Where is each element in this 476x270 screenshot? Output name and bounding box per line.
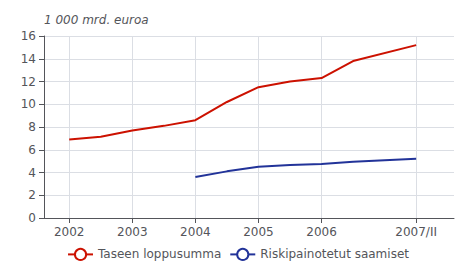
svg-text:6: 6 xyxy=(28,143,36,157)
svg-text:2007/II: 2007/II xyxy=(395,225,437,239)
svg-text:2006: 2006 xyxy=(306,225,337,239)
svg-text:2005: 2005 xyxy=(243,225,274,239)
svg-text:0: 0 xyxy=(28,211,36,225)
svg-text:Taseen loppusumma: Taseen loppusumma xyxy=(97,247,221,261)
svg-text:2004: 2004 xyxy=(180,225,211,239)
svg-text:8: 8 xyxy=(28,120,36,134)
svg-text:12: 12 xyxy=(21,75,36,89)
svg-text:1 000 mrd. euroa: 1 000 mrd. euroa xyxy=(44,13,149,27)
svg-text:10: 10 xyxy=(21,97,36,111)
svg-text:14: 14 xyxy=(21,52,36,66)
svg-text:16: 16 xyxy=(21,29,36,43)
svg-text:2: 2 xyxy=(28,188,36,202)
svg-text:2003: 2003 xyxy=(117,225,148,239)
svg-text:2002: 2002 xyxy=(54,225,85,239)
svg-text:Riskipainotetut saamiset: Riskipainotetut saamiset xyxy=(260,247,409,261)
svg-text:4: 4 xyxy=(28,166,36,180)
